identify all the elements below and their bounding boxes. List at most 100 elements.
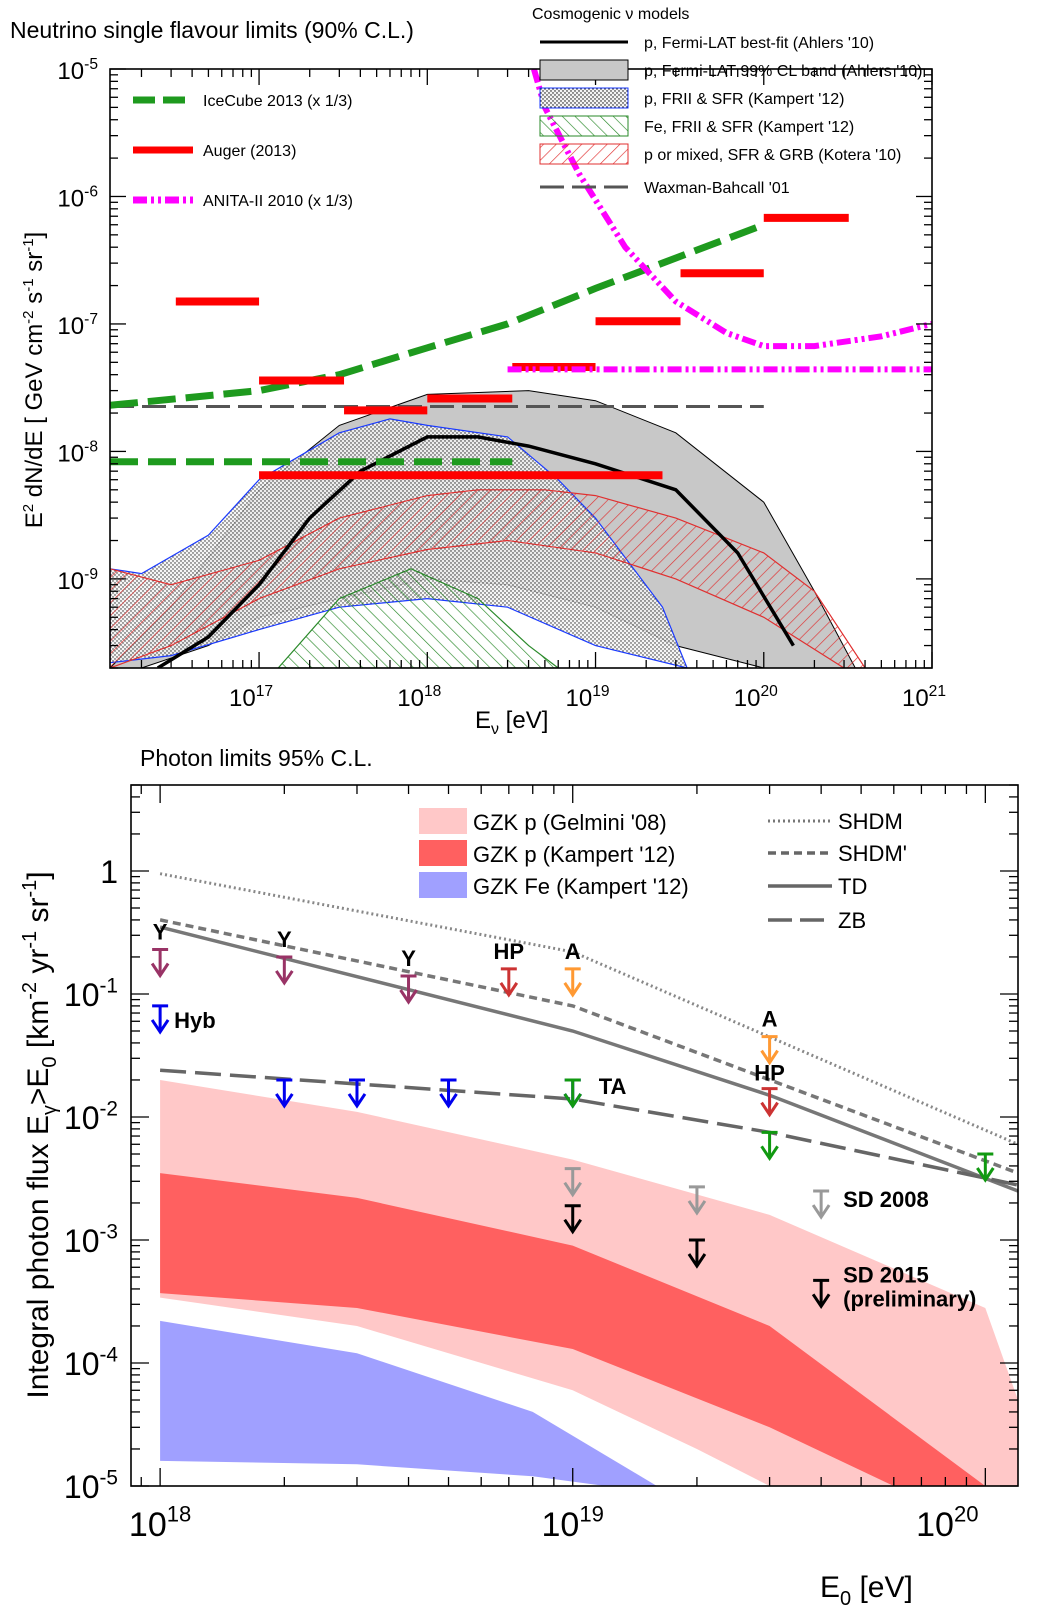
limit-y-1 bbox=[275, 955, 294, 986]
neutrino-limits-legend: IceCube 2013 (x 1/3) Auger (2013) ANITA-… bbox=[133, 93, 353, 210]
legend-label-fermi-best: p, Fermi-LAT best-fit (Ahlers '10) bbox=[644, 35, 874, 52]
limit-head bbox=[563, 1218, 582, 1235]
legend-label-shdm: SHDM bbox=[838, 809, 903, 834]
legend-swatch-fermi-band bbox=[539, 59, 629, 81]
fe-frii-sfr-band bbox=[277, 568, 560, 668]
limit-head bbox=[150, 1019, 170, 1035]
y-tick-label: 10-5 bbox=[57, 56, 98, 85]
limit-head bbox=[439, 1093, 458, 1109]
legend-label-anita: ANITA-II 2010 (x 1/3) bbox=[203, 193, 353, 210]
photon-upper-limits: Y Y Y Hyb HP HP A A TA SD 2008 SD 2015 (preliminary… bbox=[150, 919, 995, 1311]
gzk-fe-kampert-band bbox=[160, 1320, 657, 1486]
limit-head bbox=[399, 989, 418, 1005]
limit-label-a: A bbox=[762, 1007, 778, 1032]
limit-label-hp: HP bbox=[754, 1061, 785, 1086]
photon-chart-title: Photon limits 95% C.L. bbox=[140, 745, 373, 771]
legend-label-p-frii: p, FRII & SFR (Kampert '12) bbox=[644, 91, 844, 108]
limit-head bbox=[760, 1101, 779, 1118]
limit-label-hp: HP bbox=[494, 939, 525, 964]
x-tick-label: 1020 bbox=[734, 683, 778, 712]
legend-swatch-fe-frii bbox=[539, 115, 629, 137]
neutrino-chart: Neutrino single flavour limits (90% C.L.… bbox=[10, 6, 946, 738]
y-tick-label: 10-4 bbox=[64, 1344, 118, 1382]
legend-label-fe-frii: Fe, FRII & SFR (Kampert '12) bbox=[644, 119, 854, 136]
limit-head bbox=[563, 1093, 582, 1109]
neutrino-x-axis-label: Eν [eV] bbox=[475, 707, 548, 738]
legend-swatch-kotera bbox=[539, 143, 629, 165]
limit-head bbox=[760, 1049, 779, 1066]
model-line-td bbox=[159, 925, 1018, 1193]
limit-label-hyb: Hyb bbox=[174, 1008, 216, 1033]
x-tick-label: 1019 bbox=[566, 683, 610, 712]
limit-ta-0 bbox=[563, 1078, 582, 1109]
limit-y-0 bbox=[150, 947, 170, 979]
limit-head bbox=[687, 1200, 707, 1216]
x-tick-label: 1021 bbox=[902, 683, 946, 712]
legend-label-zb: ZB bbox=[838, 908, 866, 933]
y-tick-label: 10-5 bbox=[64, 1467, 118, 1505]
limit-sd2015-2 bbox=[811, 1278, 831, 1310]
limit-label-a: A bbox=[565, 939, 581, 964]
limit-label-sd2008: SD 2008 bbox=[843, 1187, 929, 1212]
photon-axis-ticks: 1018 1019 1020 10-5 10-4 10-3 10-2 10-1 1 bbox=[64, 784, 1018, 1544]
legend-label-td: TD bbox=[838, 874, 867, 899]
y-tick-label: 10-3 bbox=[64, 1221, 118, 1259]
legend-label-gzk-kampert-fe: GZK Fe (Kampert '12) bbox=[473, 874, 689, 899]
legend-swatch-gzk-gelmini bbox=[419, 808, 467, 834]
x-tick-label: 1018 bbox=[397, 683, 441, 712]
photon-plot-area bbox=[159, 872, 1018, 1486]
y-tick-label: 10-8 bbox=[57, 438, 98, 467]
x-tick-label: 1019 bbox=[542, 1502, 604, 1544]
gzk-p-kampert-band bbox=[160, 1173, 986, 1486]
limit-head bbox=[563, 982, 582, 998]
limit-head bbox=[811, 1293, 831, 1310]
limit-label-ta: TA bbox=[599, 1074, 627, 1099]
limit-label-y: Y bbox=[277, 927, 292, 952]
limit-hp-0 bbox=[499, 967, 519, 998]
neutrino-plot-area bbox=[110, 69, 932, 668]
limit-head bbox=[347, 1093, 367, 1109]
y-tick-label: 10-9 bbox=[57, 566, 98, 595]
fermi-lat-best-fit-line bbox=[156, 435, 795, 668]
limit-sd2015-0 bbox=[563, 1204, 582, 1235]
limit-head bbox=[760, 1145, 779, 1162]
limit-head bbox=[811, 1204, 831, 1220]
limit-hp-1 bbox=[760, 1087, 779, 1118]
x-tick-label: 1017 bbox=[229, 683, 273, 712]
limit-hyb-2 bbox=[347, 1078, 367, 1109]
legend-label-kotera: p or mixed, SFR & GRB (Kotera '10) bbox=[644, 147, 901, 164]
y-tick-label: 10-7 bbox=[57, 311, 98, 340]
limit-head bbox=[563, 1181, 582, 1198]
limit-label-sd2015: SD 2015 (preliminary) bbox=[843, 1262, 976, 1311]
x-tick-label: 1020 bbox=[916, 1502, 978, 1544]
model-line-zb bbox=[159, 1068, 1018, 1187]
y-tick-label: 10-1 bbox=[64, 975, 118, 1013]
x-tick-label: 1018 bbox=[129, 1502, 191, 1544]
legend-swatch-p-frii bbox=[539, 87, 629, 109]
limit-head bbox=[687, 1253, 707, 1269]
limit-a-0 bbox=[563, 967, 582, 998]
limit-head bbox=[150, 962, 170, 979]
limit-hyb-1 bbox=[275, 1078, 294, 1109]
neutrino-chart-title: Neutrino single flavour limits (90% C.L.… bbox=[10, 17, 414, 43]
photon-chart: Photon limits 95% C.L. 1018 1019 1020 10-5 1… bbox=[19, 745, 1019, 1607]
photon-legend: GZK p (Gelmini '08) GZK p (Kampert '12) … bbox=[419, 808, 907, 933]
limit-y-2 bbox=[399, 974, 418, 1005]
limit-ta-1 bbox=[760, 1130, 779, 1162]
limit-sd2015-1 bbox=[687, 1238, 707, 1269]
legend-label-shdm-prime: SHDM' bbox=[838, 841, 907, 866]
limit-sd2008-0 bbox=[563, 1167, 582, 1198]
neutrino-y-axis-label: E2 dN/dE [ GeV cm-2 s-1 sr-1] bbox=[20, 232, 48, 528]
limit-head bbox=[275, 1093, 294, 1109]
cosmogenic-models-legend: Cosmogenic ν models p, Fermi-LAT best-fi… bbox=[532, 6, 922, 197]
y-tick-label: 10-2 bbox=[64, 1098, 118, 1136]
legend-label-gzk-gelmini: GZK p (Gelmini '08) bbox=[473, 810, 667, 835]
kotera-band bbox=[110, 489, 866, 668]
y-tick-label: 10-6 bbox=[57, 183, 98, 212]
limit-label-y: Y bbox=[153, 919, 168, 944]
limit-head bbox=[275, 970, 294, 986]
legend-label-waxman: Waxman-Bahcall '01 bbox=[644, 180, 790, 197]
limit-head bbox=[976, 1167, 995, 1183]
limit-label-y: Y bbox=[401, 946, 416, 971]
